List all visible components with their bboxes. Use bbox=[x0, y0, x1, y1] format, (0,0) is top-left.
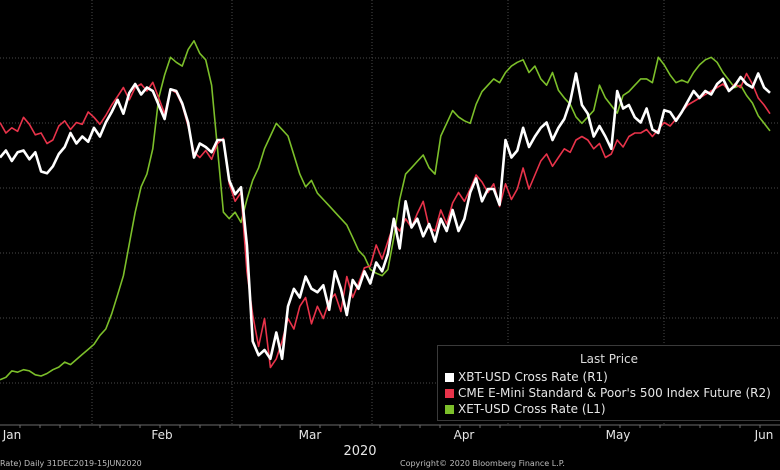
chart-series bbox=[0, 39, 771, 381]
legend-title: Last Price bbox=[579, 352, 639, 366]
x-tick-label: May bbox=[606, 428, 631, 442]
x-tick-label: Feb bbox=[151, 428, 172, 442]
x-tick-label: Jan bbox=[2, 428, 22, 442]
footer-copyright: Copyright© 2020 Bloomberg Finance L.P. bbox=[400, 459, 565, 468]
legend-item-xet: XET-USD Cross Rate (L1) bbox=[445, 402, 606, 416]
x-tick-label: Jun bbox=[754, 428, 774, 442]
x-tick-label: Apr bbox=[454, 428, 475, 442]
legend-swatch-es bbox=[445, 389, 454, 398]
legend-item-xbt: XBT-USD Cross Rate (R1) bbox=[445, 370, 608, 384]
legend-swatch-xet bbox=[445, 405, 454, 414]
legend-label-es: CME E-Mini Standard & Poor's 500 Index F… bbox=[458, 386, 771, 400]
x-axis-year-label: 2020 bbox=[343, 444, 376, 459]
chart-legend: Last Price XBT-USD Cross Rate (R1) CME E… bbox=[437, 345, 780, 421]
legend-label-xet: XET-USD Cross Rate (L1) bbox=[458, 402, 606, 416]
legend-swatch-xbt bbox=[445, 373, 454, 382]
x-tick-label: Mar bbox=[299, 428, 322, 442]
legend-label-xbt: XBT-USD Cross Rate (R1) bbox=[458, 370, 608, 384]
footer-date-range: Rate) Daily 31DEC2019-15JUN2020 bbox=[0, 459, 142, 468]
series-line-xbt bbox=[0, 72, 771, 361]
legend-item-es: CME E-Mini Standard & Poor's 500 Index F… bbox=[445, 386, 771, 400]
x-axis-ticks: Jan Feb Mar Apr May Jun bbox=[2, 425, 774, 442]
series-line-xet bbox=[0, 39, 771, 381]
